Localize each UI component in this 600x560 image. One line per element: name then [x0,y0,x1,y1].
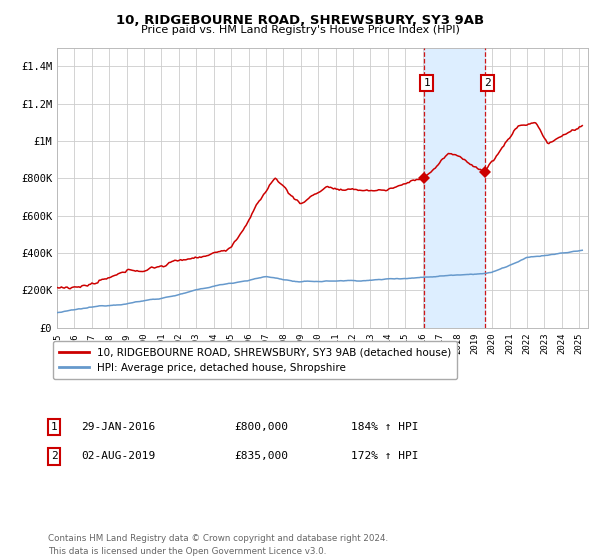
Bar [424,48,485,328]
Text: 10, RIDGEBOURNE ROAD, SHREWSBURY, SY3 9AB: 10, RIDGEBOURNE ROAD, SHREWSBURY, SY3 9A… [116,14,484,27]
Text: £800,000: £800,000 [234,422,288,432]
Text: 02-AUG-2019: 02-AUG-2019 [81,451,155,461]
Legend: 10, RIDGEBOURNE ROAD, SHREWSBURY, SY3 9AB (detached house), HPI: Average price, : 10, RIDGEBOURNE ROAD, SHREWSBURY, SY3 9A… [53,341,457,379]
Text: 1: 1 [50,422,58,432]
Text: £835,000: £835,000 [234,451,288,461]
Text: Contains HM Land Registry data © Crown copyright and database right 2024.
This d: Contains HM Land Registry data © Crown c… [48,534,388,556]
Text: 184% ↑ HPI: 184% ↑ HPI [351,422,419,432]
Text: 2: 2 [50,451,58,461]
Text: 172% ↑ HPI: 172% ↑ HPI [351,451,419,461]
Text: 1: 1 [423,78,430,88]
Text: 2: 2 [484,78,491,88]
Text: Price paid vs. HM Land Registry's House Price Index (HPI): Price paid vs. HM Land Registry's House … [140,25,460,35]
Text: 29-JAN-2016: 29-JAN-2016 [81,422,155,432]
